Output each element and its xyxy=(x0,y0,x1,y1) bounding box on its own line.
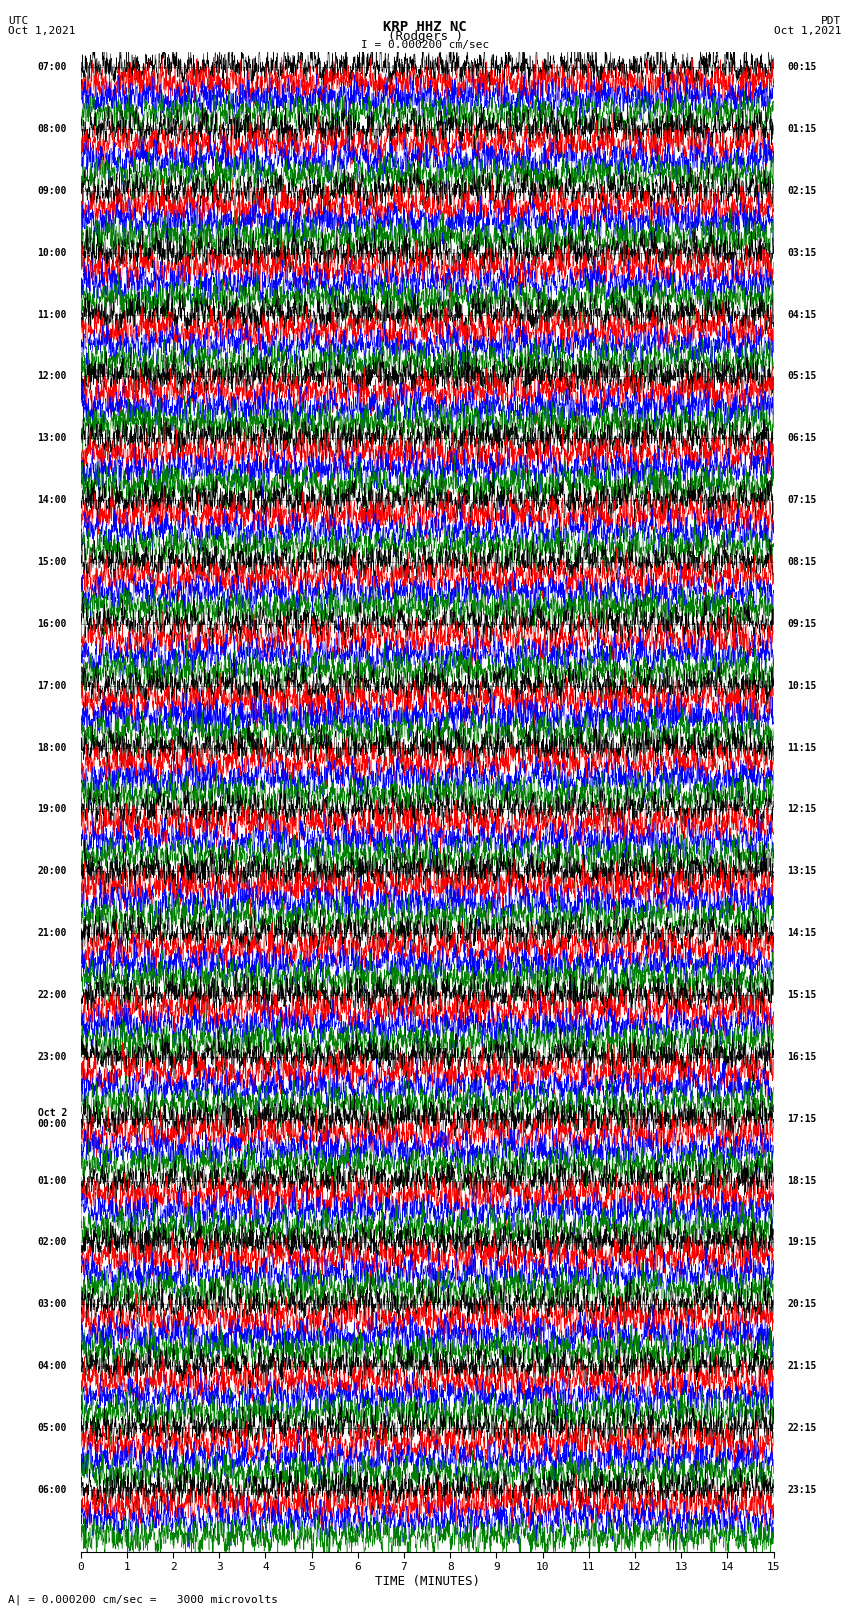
Text: 02:00: 02:00 xyxy=(37,1237,67,1247)
Text: PDT: PDT xyxy=(821,16,842,26)
Text: 11:00: 11:00 xyxy=(37,310,67,319)
Text: 09:15: 09:15 xyxy=(787,619,817,629)
Text: 01:00: 01:00 xyxy=(37,1176,67,1186)
Text: 19:00: 19:00 xyxy=(37,805,67,815)
Text: 20:00: 20:00 xyxy=(37,866,67,876)
Text: 06:15: 06:15 xyxy=(787,434,817,444)
Text: 07:00: 07:00 xyxy=(37,61,67,73)
Text: 21:00: 21:00 xyxy=(37,927,67,939)
Text: 13:00: 13:00 xyxy=(37,434,67,444)
Text: 16:15: 16:15 xyxy=(787,1052,817,1061)
Text: 03:00: 03:00 xyxy=(37,1298,67,1310)
Text: 15:00: 15:00 xyxy=(37,556,67,566)
Text: Oct 2
00:00: Oct 2 00:00 xyxy=(37,1108,67,1129)
Text: 13:15: 13:15 xyxy=(787,866,817,876)
Text: Oct 1,2021: Oct 1,2021 xyxy=(774,26,842,35)
Text: 11:15: 11:15 xyxy=(787,742,817,753)
Text: 14:00: 14:00 xyxy=(37,495,67,505)
Text: 20:15: 20:15 xyxy=(787,1298,817,1310)
Text: 05:00: 05:00 xyxy=(37,1423,67,1432)
Text: 17:15: 17:15 xyxy=(787,1113,817,1124)
Text: 04:15: 04:15 xyxy=(787,310,817,319)
Text: 00:15: 00:15 xyxy=(787,61,817,73)
Text: A| = 0.000200 cm/sec =   3000 microvolts: A| = 0.000200 cm/sec = 3000 microvolts xyxy=(8,1594,279,1605)
Text: 12:15: 12:15 xyxy=(787,805,817,815)
Text: 18:00: 18:00 xyxy=(37,742,67,753)
Text: 12:00: 12:00 xyxy=(37,371,67,381)
Text: 08:15: 08:15 xyxy=(787,556,817,566)
Text: 17:00: 17:00 xyxy=(37,681,67,690)
Text: KRP HHZ NC: KRP HHZ NC xyxy=(383,19,467,34)
Text: 04:00: 04:00 xyxy=(37,1361,67,1371)
Text: 14:15: 14:15 xyxy=(787,927,817,939)
Text: 23:00: 23:00 xyxy=(37,1052,67,1061)
Text: 23:15: 23:15 xyxy=(787,1486,817,1495)
Text: 22:00: 22:00 xyxy=(37,990,67,1000)
Text: 22:15: 22:15 xyxy=(787,1423,817,1432)
Text: 01:15: 01:15 xyxy=(787,124,817,134)
Text: 07:15: 07:15 xyxy=(787,495,817,505)
X-axis label: TIME (MINUTES): TIME (MINUTES) xyxy=(375,1574,479,1587)
Text: 02:15: 02:15 xyxy=(787,185,817,195)
Text: (Rodgers ): (Rodgers ) xyxy=(388,31,462,44)
Text: 03:15: 03:15 xyxy=(787,248,817,258)
Text: 08:00: 08:00 xyxy=(37,124,67,134)
Text: 05:15: 05:15 xyxy=(787,371,817,381)
Text: 15:15: 15:15 xyxy=(787,990,817,1000)
Text: Oct 1,2021: Oct 1,2021 xyxy=(8,26,76,35)
Text: 19:15: 19:15 xyxy=(787,1237,817,1247)
Text: 10:15: 10:15 xyxy=(787,681,817,690)
Text: UTC: UTC xyxy=(8,16,29,26)
Text: 06:00: 06:00 xyxy=(37,1486,67,1495)
Text: 10:00: 10:00 xyxy=(37,248,67,258)
Text: 21:15: 21:15 xyxy=(787,1361,817,1371)
Text: 09:00: 09:00 xyxy=(37,185,67,195)
Text: 18:15: 18:15 xyxy=(787,1176,817,1186)
Text: I = 0.000200 cm/sec: I = 0.000200 cm/sec xyxy=(361,39,489,50)
Text: 16:00: 16:00 xyxy=(37,619,67,629)
